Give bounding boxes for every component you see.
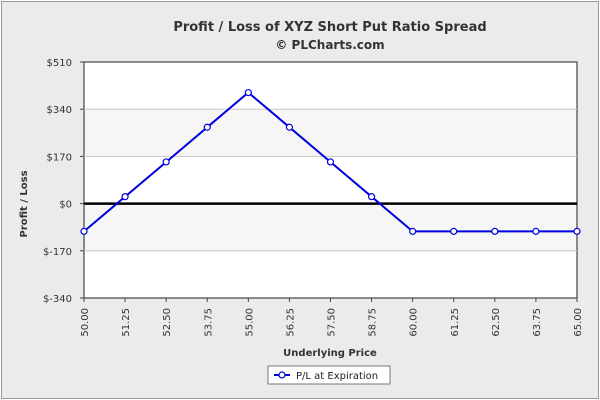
data-point: [121, 193, 129, 201]
x-tick-label: 60.00: [409, 308, 420, 337]
x-tick-label: 57.50: [327, 308, 338, 337]
series-layer: [80, 88, 581, 235]
x-tick-label: 50.00: [80, 308, 91, 337]
x-axis-ticks: 50.00 51.25 52.50 53.75 55.00 56.25 57.50 58.75…: [80, 298, 584, 337]
legend-marker-swatch: [278, 371, 286, 379]
y-tick-label: $340: [47, 105, 72, 116]
data-point: [491, 227, 499, 235]
x-tick-label: 58.75: [368, 308, 379, 337]
x-tick-label: 52.50: [162, 308, 173, 337]
plot-band: [84, 250, 577, 298]
legend-label: P/L at Expiration: [296, 371, 378, 382]
plot-area: [83, 61, 578, 299]
data-point: [203, 123, 211, 131]
data-point: [285, 123, 294, 131]
chart-subtitle: © PLCharts.com: [275, 38, 384, 52]
y-tick-label: $-170: [43, 247, 72, 258]
x-tick-label: 63.75: [532, 308, 543, 337]
y-tick-label: $-340: [43, 294, 72, 305]
y-tick-label: $170: [47, 152, 72, 163]
data-point: [573, 227, 581, 235]
x-tick-label: 56.25: [285, 308, 296, 337]
data-point: [162, 158, 170, 166]
grid-lines: [84, 108, 577, 252]
data-point: [367, 193, 376, 201]
x-axis-label: Underlying Price: [283, 348, 377, 359]
data-point: [450, 227, 458, 235]
legend: P/L at Expiration: [267, 365, 391, 385]
y-tick-label: $510: [47, 58, 72, 69]
data-point: [532, 227, 540, 235]
x-tick-label: 62.50: [491, 308, 502, 337]
chart-title: Profit / Loss of XYZ Short Put Ratio Spr…: [173, 20, 486, 35]
y-tick-label: $0: [59, 200, 72, 211]
x-tick-label: 55.00: [244, 308, 255, 337]
data-point: [409, 227, 417, 235]
x-tick-label: 61.25: [450, 308, 461, 337]
x-tick-label: 53.75: [203, 308, 214, 337]
data-point: [326, 158, 335, 166]
plot-band: [84, 109, 577, 157]
y-axis-ticks: $510 $340 $170 $0 $-170 $-340: [43, 58, 84, 305]
x-tick-label: 51.25: [121, 308, 132, 337]
data-point: [80, 227, 88, 235]
plot-band: [84, 203, 577, 251]
legend-box: [267, 365, 391, 385]
y-axis-label: Profit / Loss: [19, 170, 30, 237]
plot-band: [84, 62, 577, 110]
data-point: [244, 88, 252, 97]
x-tick-label: 65.00: [573, 308, 584, 337]
